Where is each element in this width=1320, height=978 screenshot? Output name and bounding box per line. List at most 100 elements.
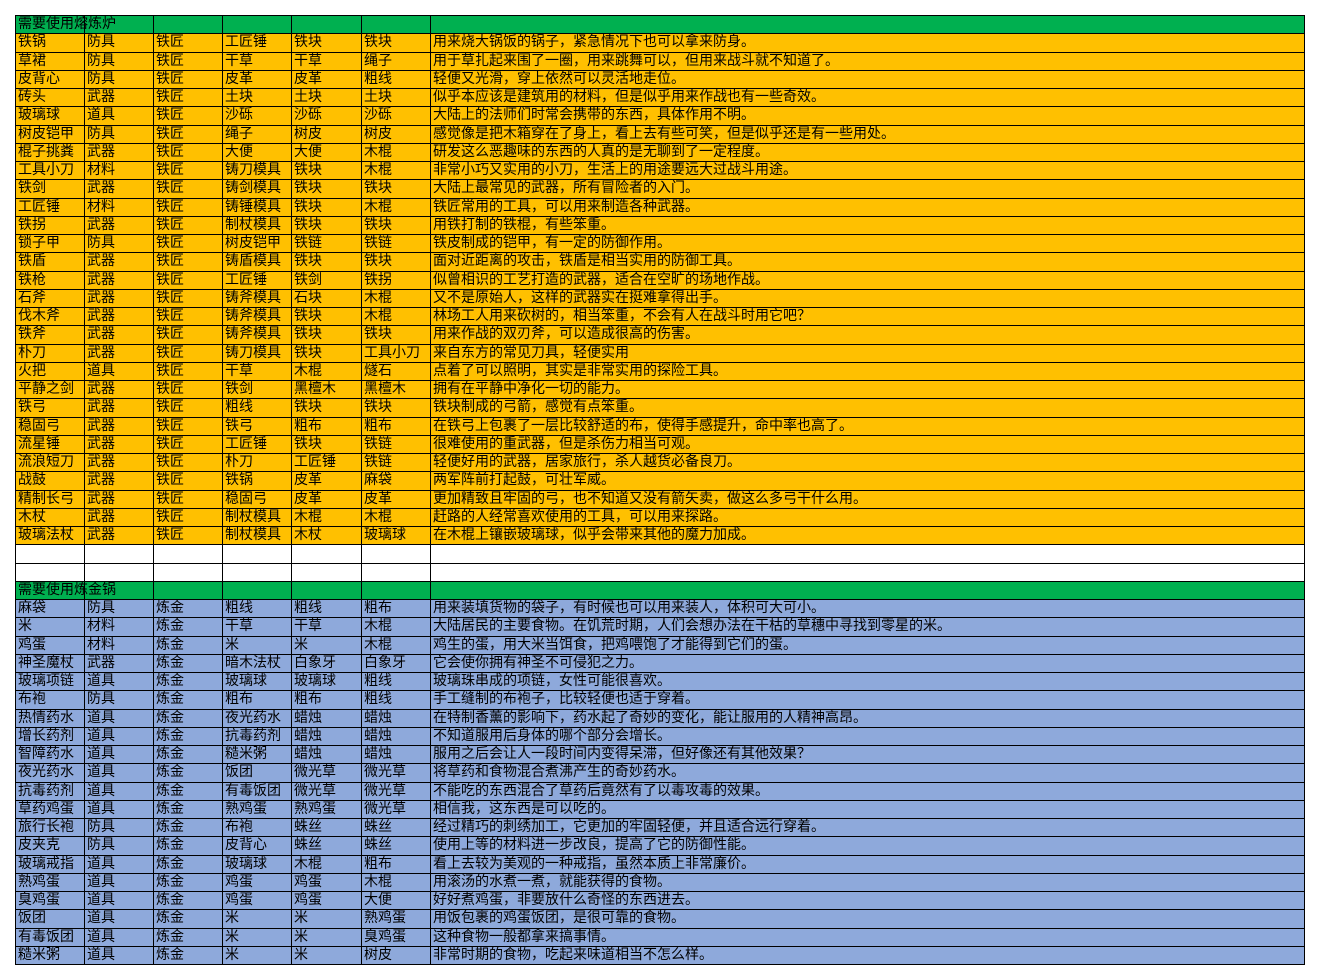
cell: 粗线	[222, 598, 292, 619]
cell: 大陆上的法师们时常会携带的东西，具体作用不明。	[430, 106, 1305, 126]
cell: 玻璃球	[361, 525, 431, 546]
cell: 稳固弓	[222, 489, 292, 509]
cell: 铁块	[291, 306, 362, 327]
cell: 绳子	[361, 51, 431, 71]
cell: 蜡烛	[291, 726, 362, 747]
cell: 防具	[84, 124, 154, 144]
cell: 制杖模具	[222, 215, 292, 236]
cell: 防具	[84, 836, 154, 856]
item-row: 朴刀 武器 铁匠 铸刀模具 铁块 工具小刀 来自东方的常见刀具，轻便实用	[15, 343, 1305, 363]
cell: 木杖	[15, 507, 85, 528]
cell: 材料	[84, 635, 154, 655]
cell: 土块	[291, 87, 362, 108]
cell: 木棍	[361, 872, 431, 893]
cell: 道具	[84, 909, 154, 929]
cell: 木棍	[291, 507, 362, 528]
cell: 好好煮鸡蛋，非要放什么奇怪的东西进去。	[430, 890, 1305, 911]
cell: 材料	[84, 617, 154, 637]
cell: 石块	[291, 288, 362, 309]
cell: 树皮	[361, 945, 431, 966]
cell: 防具	[84, 51, 154, 71]
cell: 木棍	[361, 142, 431, 163]
cell: 皮革	[222, 69, 292, 90]
cell: 铁匠	[153, 33, 223, 53]
cell: 铁匠	[153, 398, 223, 418]
cell: 道具	[84, 708, 154, 728]
cell: 饭团	[15, 909, 85, 929]
cell: 铁匠	[153, 343, 223, 363]
item-row: 布袍 防具 炼金 粗布 粗布 粗线 手工缝制的布袍子，比较轻便也适于穿着。	[15, 690, 1305, 710]
cell: 熟鸡蛋	[291, 799, 362, 820]
cell: 沙砾	[222, 106, 292, 126]
cell: 工具小刀	[15, 160, 85, 181]
cell: 研发这么恶趣味的东西的人真的是无聊到了一定程度。	[430, 142, 1305, 163]
cell: 夜光药水	[222, 708, 292, 728]
item-row: 木杖 武器 铁匠 制杖模具 木棍 木棍 赶路的人经常喜欢使用的工具，可以用来探路。	[15, 507, 1305, 528]
cell	[222, 14, 292, 35]
cell: 铁块	[291, 398, 362, 418]
item-row: 抗毒药剂 道具 炼金 有毒饭团 微光草 微光草 不能吃的东西混合了草药后竟然有了以毒攻毒的效…	[15, 781, 1305, 801]
cell: 铸剑模具	[222, 179, 292, 199]
item-row: 火把 道具 铁匠 干草 木棍 燧石 点着了可以照明，其实是非常实用的探险工具。	[15, 361, 1305, 382]
cell: 工匠锤	[291, 452, 362, 473]
cell: 铁匠	[153, 215, 223, 236]
section-header: 需要使用炼金锅	[15, 580, 1305, 601]
cell: 土块	[361, 87, 431, 108]
item-row: 玻璃项链 道具 炼金 玻璃球 玻璃球 粗线 玻璃珠串成的项链，女性可能很喜欢。	[15, 671, 1305, 692]
cell: 铁匠	[153, 69, 223, 90]
cell	[84, 562, 154, 582]
cell: 炼金	[153, 945, 223, 966]
cell: 铁匠	[153, 142, 223, 163]
cell: 铁剑	[15, 179, 85, 199]
cell: 武器	[84, 306, 154, 327]
cell: 炼金	[153, 872, 223, 893]
cell: 防具	[84, 69, 154, 90]
cell: 更加精致且牢固的弓，也不知道又没有箭矢卖，做这么多弓干什么用。	[430, 489, 1305, 509]
cell: 木棍	[361, 507, 431, 528]
cell: 铁块	[291, 197, 362, 217]
cell: 抗毒药剂	[15, 781, 85, 801]
cell: 木棍	[361, 197, 431, 217]
cell: 绳子	[222, 124, 292, 144]
cell: 经过精巧的刺绣加工，它更加的牢固轻便，并且适合远行穿着。	[430, 817, 1305, 838]
item-row: 玻璃戒指 道具 炼金 玻璃球 木棍 粗布 看上去较为美观的一种戒指，虽然本质上非常廉价。	[15, 854, 1305, 874]
cell: 白象牙	[361, 653, 431, 674]
cell: 手工缝制的布袍子，比较轻便也适于穿着。	[430, 690, 1305, 710]
item-row: 工匠锤 材料 铁匠 铸锤模具 铁块 木棍 铁匠常用的工具，可以用来制造各种武器。	[15, 197, 1305, 217]
cell: 鸡生的蛋，用大米当饵食，把鸡喂饱了才能得到它们的蛋。	[430, 635, 1305, 655]
cell: 熟鸡蛋	[15, 872, 85, 893]
cell: 黑檀木	[291, 379, 362, 400]
cell: 铁斧	[15, 325, 85, 345]
cell: 两军阵前打起鼓，可壮军威。	[430, 471, 1305, 491]
cell: 木棍	[291, 361, 362, 382]
cell: 在木棍上镶嵌玻璃球，似乎会带来其他的魔力加成。	[430, 525, 1305, 546]
cell: 玻璃球	[222, 854, 292, 874]
cell: 土块	[222, 87, 292, 108]
cell: 饭团	[222, 763, 292, 783]
cell: 铁匠	[153, 179, 223, 199]
cell: 在特制香薰的影响下，药水起了奇妙的变化，能让服用的人精神高昂。	[430, 708, 1305, 728]
cell: 铁匠	[153, 471, 223, 491]
item-row: 草裙 防具 铁匠 干草 干草 绳子 用于草扎起来围了一圈，用来跳舞可以，但用来战斗就不知道了…	[15, 51, 1305, 71]
cell: 大便	[222, 142, 292, 163]
cell: 微光草	[361, 781, 431, 801]
cell: 草药鸡蛋	[15, 799, 85, 820]
cell: 铁匠	[153, 434, 223, 455]
cell: 大陆居民的主要食物。在饥荒时期，人们会想办法在干枯的草穗中寻找到零星的米。	[430, 617, 1305, 637]
cell: 铸盾模具	[222, 252, 292, 272]
cell: 炼金	[153, 744, 223, 765]
cell: 武器	[84, 489, 154, 509]
cell: 流浪短刀	[15, 452, 85, 473]
item-row: 玻璃球 道具 铁匠 沙砾 沙砾 沙砾 大陆上的法师们时常会携带的东西，具体作用不明。	[15, 106, 1305, 126]
cell: 铁匠	[153, 124, 223, 144]
cell: 铁链	[291, 233, 362, 254]
cell: 点着了可以照明，其实是非常实用的探险工具。	[430, 361, 1305, 382]
item-row: 伐木斧 武器 铁匠 铸斧模具 铁块 木棍 林场工人用来砍树的，相当笨重，不会有人在战斗时用它…	[15, 306, 1305, 327]
cell: 铁匠	[153, 233, 223, 254]
cell: 武器	[84, 507, 154, 528]
cell: 微光草	[361, 799, 431, 820]
cell: 鸡蛋	[291, 890, 362, 911]
cell: 铁匠	[153, 87, 223, 108]
cell: 铁块	[361, 398, 431, 418]
cell: 鸡蛋	[222, 872, 292, 893]
